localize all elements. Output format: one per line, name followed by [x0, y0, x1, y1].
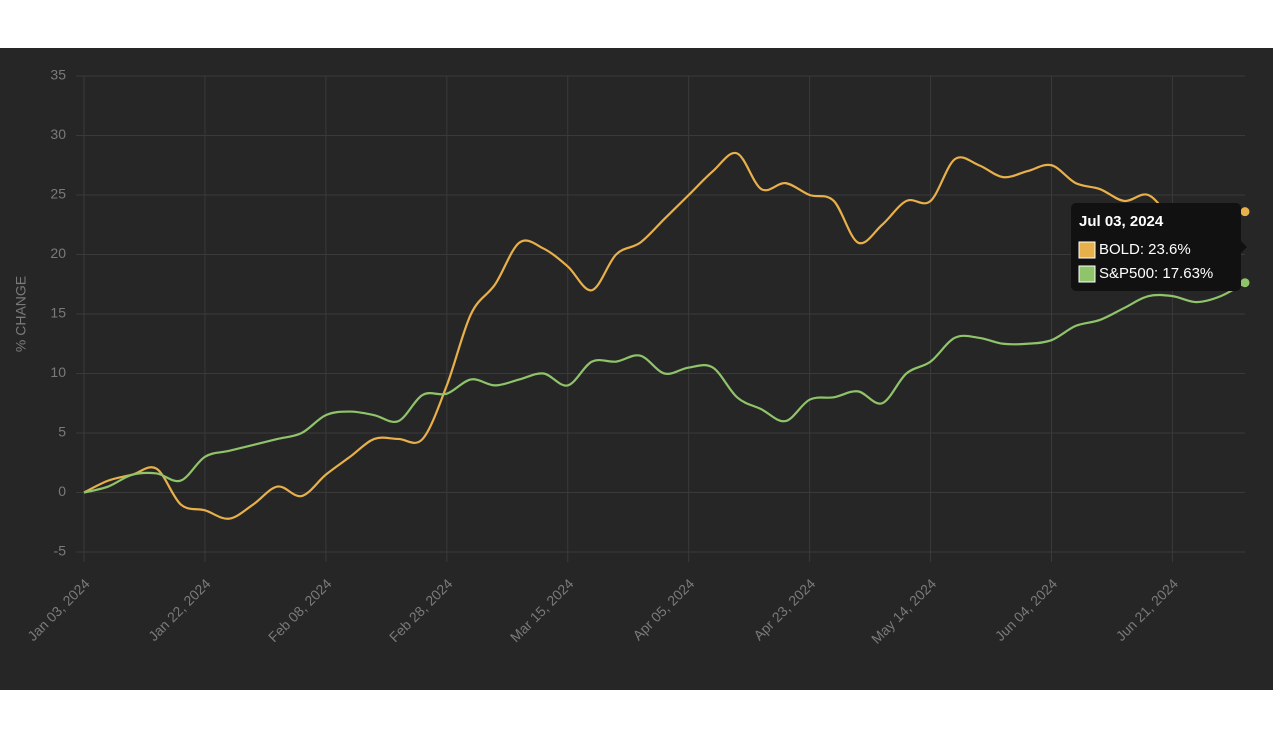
y-axis-label: % CHANGE	[13, 276, 29, 352]
tooltip-item: S&P500: 17.63%	[1099, 265, 1213, 282]
y-tick-label: 10	[50, 364, 66, 380]
tooltip-swatch	[1078, 241, 1096, 259]
y-tick-label: 15	[50, 305, 66, 321]
tooltip-swatch	[1078, 265, 1096, 283]
y-tick-label: 35	[50, 67, 66, 83]
tooltip-item: BOLD: 23.6%	[1099, 241, 1191, 258]
active-point	[1240, 207, 1250, 217]
series-line	[83, 151, 1246, 520]
chart-background	[0, 48, 1273, 690]
tooltip-caret	[1241, 241, 1247, 253]
y-tick-label: 20	[50, 245, 66, 261]
y-tick-label: 30	[50, 126, 66, 142]
y-tick-label: 0	[58, 483, 66, 499]
series-line	[83, 281, 1246, 494]
y-tick-label: -5	[54, 543, 67, 559]
tooltip-box	[1071, 203, 1241, 291]
y-tick-label: 25	[50, 186, 66, 202]
tooltip-title: Jul 03, 2024	[1079, 213, 1164, 230]
active-point	[1240, 278, 1250, 288]
y-tick-label: 5	[58, 424, 66, 440]
